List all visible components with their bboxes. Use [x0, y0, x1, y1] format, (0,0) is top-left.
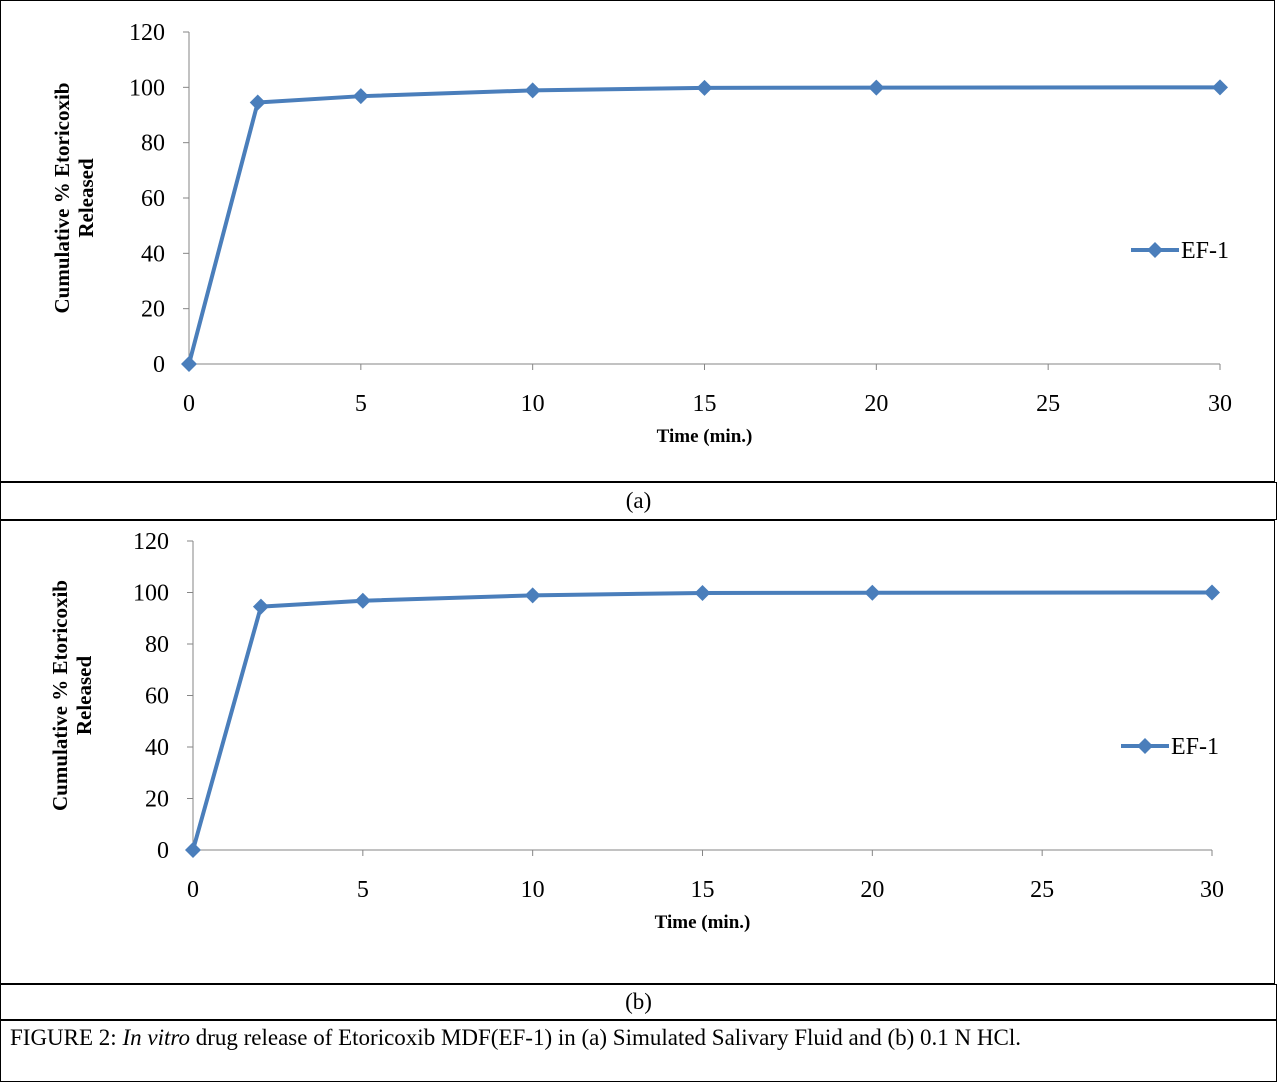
x-tick-label: 0 — [187, 877, 199, 903]
x-tick-label: 25 — [1030, 877, 1054, 903]
x-tick-label: 10 — [521, 877, 545, 903]
y-tick-label: 100 — [133, 581, 169, 607]
x-tick-label: 30 — [1208, 391, 1232, 417]
legend-marker — [1147, 242, 1163, 258]
y-axis-label-line: Cumulative % Etoricoxib — [50, 83, 74, 314]
x-tick-label: 5 — [355, 391, 367, 417]
x-tick-label: 10 — [521, 391, 545, 417]
panel-label-a: (a) — [0, 482, 1277, 520]
y-tick-label: 120 — [129, 20, 165, 46]
x-tick-label: 20 — [860, 877, 884, 903]
data-point — [864, 584, 881, 601]
x-tick-label: 0 — [183, 391, 195, 417]
y-tick-label: 80 — [145, 632, 169, 658]
y-tick-label: 20 — [145, 787, 169, 813]
x-tick-label: 30 — [1200, 877, 1224, 903]
caption-prefix: FIGURE 2: — [10, 1025, 123, 1050]
y-tick-label: 0 — [153, 352, 165, 378]
y-tick-label: 20 — [141, 297, 165, 323]
caption-italic: In vitro — [122, 1025, 190, 1050]
panel-label-b: (b) — [0, 984, 1277, 1020]
caption-suffix: drug release of Etoricoxib MDF(EF-1) in … — [189, 1025, 1021, 1050]
legend-marker — [1137, 738, 1153, 754]
data-point — [1212, 79, 1228, 96]
x-axis-label: Time (min.) — [657, 426, 753, 447]
data-point — [252, 598, 269, 615]
data-point — [524, 587, 541, 604]
data-point — [696, 79, 713, 96]
chart-cell-b: 0 20 40 60 80 100 120 0 5 10 15 20 25 30 Time (min.) Cu… — [0, 520, 1275, 984]
series-line-ef-1 — [187, 85, 1221, 365]
data-point — [185, 842, 201, 858]
y-tick-label: 0 — [157, 838, 169, 864]
data-point — [524, 82, 541, 99]
x-tick-label: 5 — [357, 877, 369, 903]
data-point — [249, 94, 266, 111]
y-tick-label: 60 — [141, 186, 165, 212]
x-tick-label: 15 — [691, 877, 715, 903]
y-tick-label: 120 — [133, 529, 169, 555]
y-tick-label: 100 — [129, 75, 165, 101]
chart-a: 0 20 40 60 80 100 120 0 5 10 15 20 25 30 Time (min.) Cu… — [50, 20, 1232, 447]
chart-cell-a: 0 20 40 60 80 100 120 0 5 10 15 20 25 30 Time (min.) Cu… — [0, 0, 1275, 482]
y-tick-label: 40 — [141, 241, 165, 267]
x-tick-label: 25 — [1036, 391, 1060, 417]
y-axis-label-line: Released — [74, 158, 98, 238]
y-tick-label: 80 — [141, 131, 165, 157]
y-axis-label-line: Cumulative % Etoricoxib — [48, 580, 72, 811]
y-tick-label: 40 — [145, 735, 169, 761]
series-line-ef-1 — [191, 590, 1213, 851]
legend-label: EF-1 — [1171, 734, 1219, 760]
data-point — [352, 88, 369, 105]
chart-b: 0 20 40 60 80 100 120 0 5 10 15 20 25 30 Time (min.) Cu… — [48, 529, 1224, 933]
x-tick-label: 15 — [693, 391, 717, 417]
figure-caption: FIGURE 2: In vitro drug release of Etori… — [0, 1020, 1277, 1082]
data-point — [354, 592, 371, 609]
data-point — [868, 79, 885, 96]
data-point — [181, 356, 197, 372]
y-tick-label: 60 — [145, 684, 169, 710]
data-point — [694, 585, 711, 602]
x-tick-label: 20 — [864, 391, 888, 417]
legend-label: EF-1 — [1181, 238, 1229, 264]
data-point — [1204, 584, 1220, 601]
y-axis-label-line: Released — [72, 656, 96, 736]
x-axis-label: Time (min.) — [655, 912, 751, 933]
